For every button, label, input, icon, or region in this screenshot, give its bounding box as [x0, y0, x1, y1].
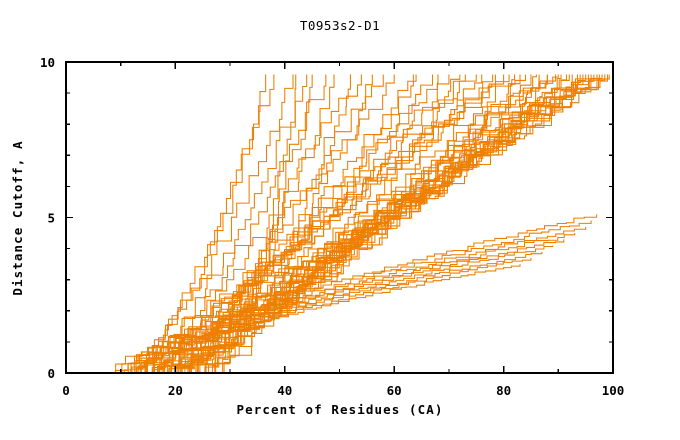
y-tick-label: 0	[47, 366, 55, 381]
data-curve	[103, 74, 294, 374]
data-curve	[139, 251, 543, 374]
data-curve	[186, 74, 610, 374]
data-curve	[134, 245, 554, 374]
data-curve	[150, 264, 521, 374]
data-curve	[107, 214, 598, 374]
chart-title: T0953s2-D1	[300, 18, 380, 33]
data-curves-group	[103, 74, 610, 374]
data-curve	[143, 74, 461, 374]
x-tick-label: 100	[602, 383, 625, 398]
y-axis-label: Distance Cutoff, A	[10, 140, 25, 295]
x-tick-label: 80	[496, 383, 511, 398]
x-tick-label: 0	[62, 383, 70, 398]
data-curve	[112, 220, 592, 374]
data-curve	[131, 74, 584, 374]
x-tick-label: 60	[387, 383, 402, 398]
data-curve	[197, 74, 313, 374]
y-tick-label: 10	[40, 55, 55, 70]
data-curve	[202, 74, 548, 374]
axis-ticks-group	[65, 61, 614, 374]
data-curve	[128, 239, 565, 374]
x-tick-label: 20	[168, 383, 183, 398]
data-curve	[164, 74, 384, 374]
data-curve	[145, 74, 450, 374]
x-axis-label: Percent of Residues (CA)	[236, 402, 443, 417]
y-tick-label: 5	[47, 211, 55, 226]
data-curve	[210, 74, 297, 374]
data-curve	[137, 74, 587, 374]
data-curve	[180, 74, 335, 374]
data-curve	[110, 74, 275, 374]
axis-tick-labels-group: 0 20 40 60 80 100 0 5 10	[40, 55, 624, 398]
x-tick-label: 40	[277, 383, 292, 398]
data-curve	[191, 74, 570, 374]
data-curve	[136, 74, 477, 374]
data-curve	[153, 74, 595, 374]
data-curve	[117, 74, 516, 374]
